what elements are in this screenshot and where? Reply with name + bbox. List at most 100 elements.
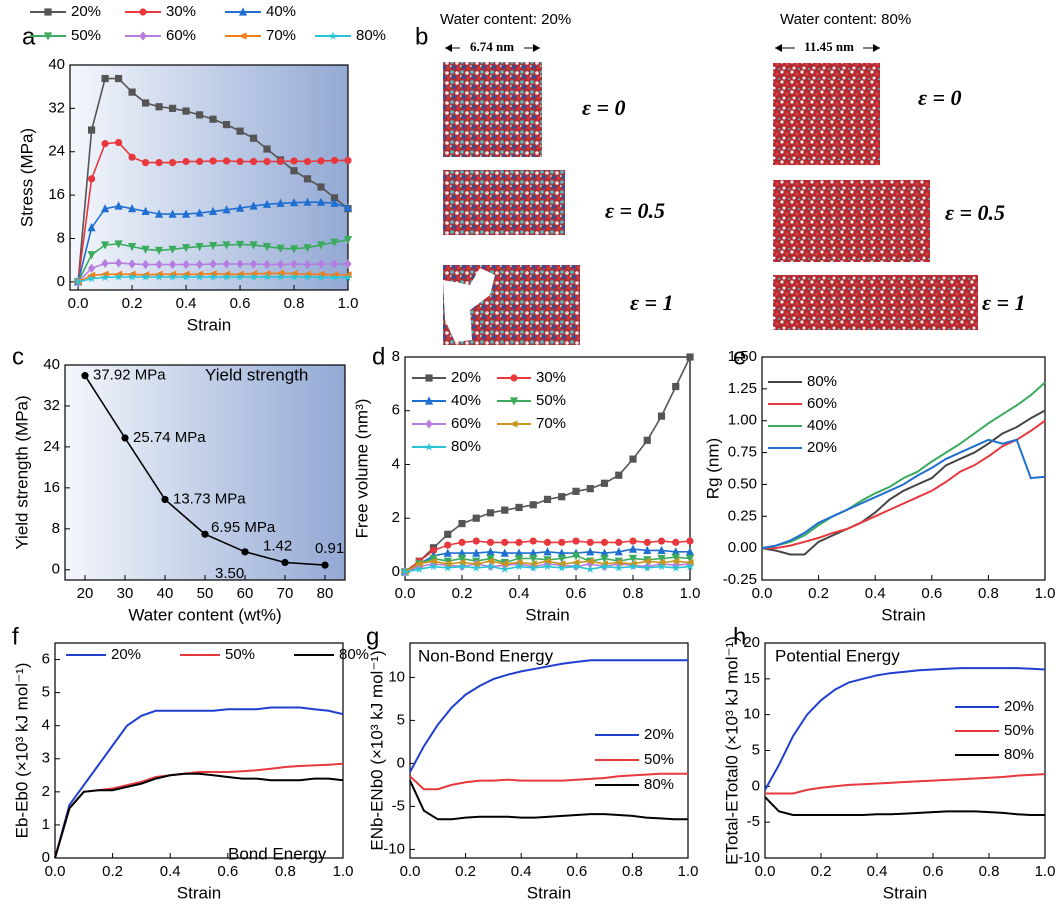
marker (289, 245, 299, 254)
marker (614, 558, 623, 567)
x-tick-label: 0.4 (509, 585, 530, 602)
marker (87, 223, 96, 232)
plot-frame (69, 64, 349, 291)
x-tick-label: 1.0 (333, 863, 354, 880)
y-tick-label: 0.50 (728, 475, 757, 492)
marker (443, 560, 452, 568)
marker (154, 209, 164, 218)
marker (672, 538, 680, 546)
x-tick-label: 70 (277, 585, 294, 602)
marker (316, 270, 325, 278)
legend-label: 50% (644, 751, 674, 768)
y-tick-label: 5 (752, 741, 760, 758)
x-tick-label: 0.6 (230, 295, 251, 312)
marker (486, 509, 495, 517)
annotation: Non-Bond Energy (418, 646, 554, 665)
marker (249, 157, 258, 166)
marker (629, 455, 637, 463)
legend-label: 50% (71, 27, 101, 44)
marker (238, 7, 248, 16)
series-line (761, 409, 1046, 556)
legend-label: 60% (451, 415, 481, 432)
marker (276, 198, 285, 207)
marker (571, 558, 580, 567)
marker (501, 538, 509, 546)
marker (414, 560, 423, 568)
marker (195, 111, 204, 119)
y-axis-label: Yield strength (MPa) (12, 395, 31, 549)
x-tick-label: 50 (197, 585, 214, 602)
x-axis-label: Strain (883, 883, 927, 902)
marker (657, 412, 666, 420)
marker (472, 537, 480, 545)
marker (195, 208, 204, 217)
legend-label: 20% (644, 726, 674, 743)
strain-label: ε = 0 (918, 85, 962, 110)
marker (87, 251, 96, 260)
y-tick-label: 40 (43, 356, 60, 373)
marker (457, 554, 467, 564)
marker (457, 561, 467, 571)
marker (114, 258, 123, 268)
x-tick-label: 30 (117, 585, 134, 602)
marker (101, 258, 109, 269)
marker (471, 560, 480, 568)
data-label: 13.73 MPa (173, 490, 246, 507)
marker (509, 420, 518, 428)
marker (263, 259, 271, 270)
marker (316, 197, 326, 206)
y-tick-label: 8 (392, 348, 400, 365)
marker (236, 259, 244, 269)
marker (543, 561, 552, 571)
annotation: Potential Energy (775, 646, 900, 665)
marker (586, 485, 594, 493)
marker (235, 240, 245, 250)
marker (168, 259, 177, 270)
legend-label: 20% (1004, 698, 1034, 715)
marker (686, 353, 694, 361)
y-tick-label: 2 (392, 509, 400, 526)
marker (444, 541, 452, 549)
marker (529, 548, 538, 557)
marker (154, 246, 164, 256)
legend-label: 80% (807, 373, 837, 390)
marker (458, 538, 466, 546)
x-tick-label: 80 (317, 585, 334, 602)
label-bg (795, 40, 863, 56)
strain-label: ε = 0.5 (605, 198, 665, 223)
plot-area (54, 706, 344, 859)
marker (571, 552, 581, 561)
plot-area (409, 659, 688, 821)
marker (141, 272, 150, 281)
marker (586, 547, 595, 556)
y-tick-label: 20 (743, 634, 760, 651)
marker (181, 209, 191, 218)
x-tick-label: 0.8 (978, 585, 999, 602)
marker (685, 547, 695, 556)
x-tick-label: 0.0 (400, 863, 421, 880)
marker (472, 548, 481, 557)
marker (514, 554, 524, 564)
panel-label: e (733, 343, 746, 370)
marker (343, 235, 353, 245)
marker (472, 514, 480, 522)
marker (509, 397, 519, 406)
marker (671, 563, 681, 572)
y-tick-label: 40 (48, 56, 65, 73)
x-tick-label: 0.2 (811, 863, 832, 880)
marker (657, 554, 666, 564)
marker (343, 202, 353, 212)
label-bg (460, 40, 524, 56)
marker (557, 548, 566, 557)
x-tick-label: 0.8 (623, 585, 644, 602)
x-tick-label: 0.0 (68, 295, 89, 312)
x-tick-label: 1.0 (1035, 585, 1056, 602)
marker (139, 8, 147, 16)
x-axis-label: Strain (527, 883, 571, 902)
marker (208, 272, 218, 281)
marker (141, 99, 150, 107)
x-tick-label: 0.2 (455, 863, 476, 880)
marker (528, 560, 537, 568)
marker (615, 471, 623, 479)
marker (303, 175, 312, 183)
